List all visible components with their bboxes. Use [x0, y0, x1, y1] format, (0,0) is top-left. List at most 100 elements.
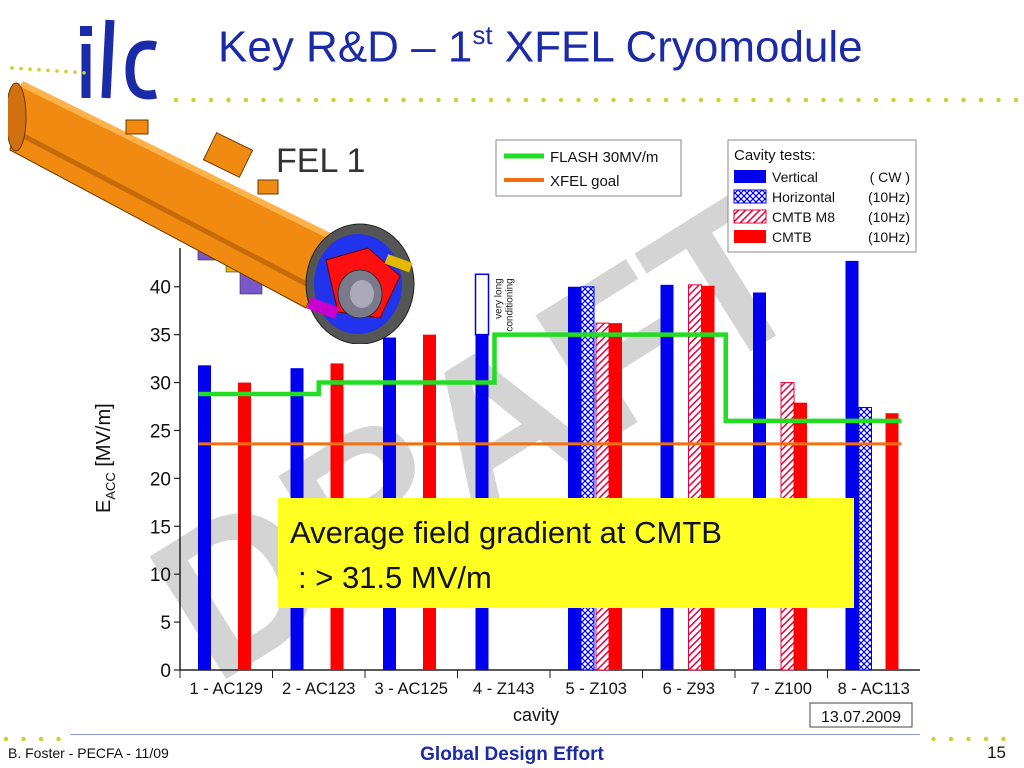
bar: [580, 286, 595, 671]
y-tick-label: 10: [150, 565, 171, 586]
y-label-sub: ACC: [103, 472, 118, 499]
rule-dot: [82, 71, 86, 75]
rule-dot: [926, 97, 931, 103]
rule-dot: [243, 97, 249, 103]
ilc-logo: ilc: [80, 19, 158, 100]
rule-dot: [1001, 736, 1006, 742]
extra-bars: very longconditioning: [474, 273, 516, 336]
rule-dot: [261, 97, 266, 103]
cavity-legend: Cavity tests: Vertical ( CW ) Horizontal (1…: [727, 139, 917, 253]
y-tick-label: 15: [150, 517, 171, 538]
title-superscript: st: [472, 20, 493, 50]
rule-dot: [646, 97, 651, 103]
y-tick-label: 20: [150, 469, 171, 490]
rule-dot: [681, 97, 686, 103]
title-prefix: Key R&D – 1: [218, 22, 473, 72]
rule-dot: [838, 97, 844, 103]
bar: [660, 284, 674, 670]
rule-dot: [366, 97, 371, 103]
y-tick-label: 0: [160, 661, 171, 682]
rule-dot: [56, 736, 61, 742]
bar: [701, 285, 715, 670]
annotation-line2: : > 31.5 MV/m: [298, 560, 492, 595]
rule-dot: [506, 97, 511, 103]
legend-swatch: [734, 230, 766, 243]
legend-series-unit: (10Hz): [868, 189, 910, 205]
y-label-main: E: [93, 500, 115, 513]
x-tick-label: 7 - Z100: [751, 680, 812, 698]
legend-series-unit: ( CW ): [870, 169, 910, 185]
rule-dot: [948, 736, 954, 742]
rule-dot: [348, 97, 354, 103]
rule-dot: [471, 97, 476, 103]
y-axis: 0 5 10 15 20 25 30 35 40: [150, 248, 181, 682]
rule-dot: [523, 97, 529, 103]
rule-dot: [488, 97, 494, 103]
footer-center: Global Design Effort: [420, 744, 604, 765]
bar: [595, 322, 610, 671]
rule-dot: [46, 68, 50, 73]
legend-series-name: CMTB: [772, 229, 812, 245]
rule-dot: [38, 736, 44, 742]
rule-dot: [226, 97, 231, 103]
x-tick-label: 6 - Z93: [663, 680, 715, 698]
rule-dot: [37, 68, 41, 72]
conditioning-bar: [474, 273, 490, 336]
rule-dot: [856, 97, 861, 103]
legend-swatch: [734, 170, 766, 183]
rule-dot: [208, 97, 214, 103]
date-stamp: 13.07.2009: [821, 709, 901, 726]
legend-series-name: Horizontal: [772, 189, 835, 205]
rule-dot: [1013, 97, 1019, 103]
x-tick-label: 3 - AC125: [375, 680, 448, 698]
y-axis-label: EACC [MV/m]: [93, 403, 118, 513]
rule-dot: [786, 97, 791, 103]
rule-dot: [983, 736, 989, 742]
rule-dot: [383, 97, 389, 103]
conditioning-label: very longconditioning: [494, 278, 516, 331]
y-tick-label: 25: [150, 421, 171, 442]
rule-dot: [401, 97, 406, 103]
title-suffix: XFEL Cryomodule: [492, 22, 863, 72]
x-axis: 1 - AC129 2 - AC123 3 - AC125 4 - Z143 5 - Z…: [179, 669, 920, 698]
bar: [609, 323, 622, 670]
cryomodule-illustration: [8, 81, 415, 344]
y-tick-label: 30: [150, 374, 171, 395]
y-label-unit: [MV/m]: [93, 403, 115, 472]
footer-rule: [3, 734, 1006, 742]
legend-swatch: [733, 189, 767, 204]
rule-dot: [803, 97, 809, 103]
y-tick-label: 35: [150, 326, 171, 347]
rule-dot: [996, 97, 1001, 103]
legend-series-name: Vertical: [772, 169, 818, 185]
rule-dot: [21, 736, 26, 742]
legend-series-unit: (10Hz): [868, 209, 910, 225]
y-tick-label: 5: [160, 613, 171, 634]
rule-dot: [10, 66, 14, 70]
x-axis-label: cavity: [513, 705, 559, 725]
legend-series-unit: (10Hz): [868, 229, 910, 245]
rule-dot: [64, 69, 68, 74]
rule-dot: [576, 97, 581, 103]
date-stamp-box: [809, 702, 913, 728]
rule-dot: [173, 97, 179, 103]
rule-dot: [908, 97, 914, 103]
rule-dot: [611, 97, 616, 103]
rule-dot: [313, 97, 319, 103]
x-tick-label: 2 - AC123: [282, 680, 355, 698]
rule-dot: [593, 97, 599, 103]
bar: [688, 284, 702, 671]
rule-dot: [751, 97, 756, 103]
legend-series-name: CMTB M8: [772, 209, 835, 225]
rule-dot: [436, 97, 441, 103]
rule-dot: [821, 97, 826, 103]
rule-dot: [716, 97, 721, 103]
bar: [885, 413, 899, 670]
rule-dot: [943, 97, 949, 103]
reference-lines: [198, 332, 902, 446]
rule-dot: [55, 69, 59, 73]
footer-author: B. Foster - PECFA - 11/09: [8, 745, 169, 761]
rule-dot: [19, 66, 23, 71]
rule-dot: [296, 97, 301, 103]
page-title: Key R&D – 1st XFEL Cryomodule: [218, 20, 863, 73]
